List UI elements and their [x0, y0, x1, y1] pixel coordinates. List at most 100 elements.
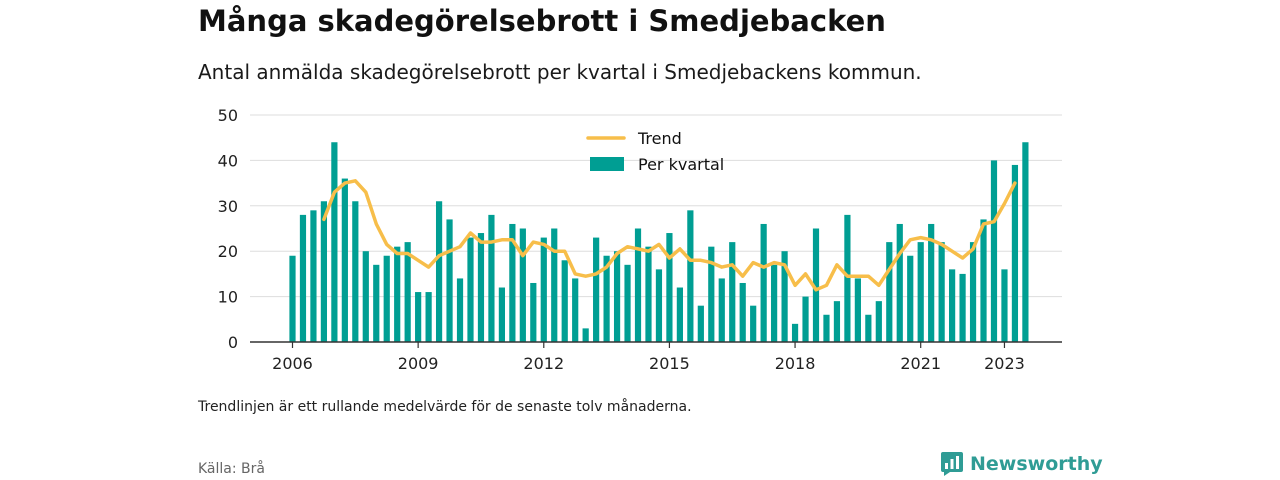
- bar: [729, 242, 736, 342]
- bar: [540, 237, 547, 342]
- bar: [373, 264, 380, 342]
- y-tick-label: 0: [228, 333, 238, 352]
- bar: [509, 223, 516, 342]
- bar: [896, 223, 903, 342]
- y-tick-label: 40: [218, 151, 238, 170]
- legend-bar-label: Per kvartal: [638, 155, 724, 174]
- bar: [488, 214, 495, 342]
- bar: [990, 160, 998, 342]
- bar: [624, 264, 631, 342]
- bar: [676, 287, 683, 342]
- bar: [959, 273, 966, 342]
- bar: [530, 282, 537, 342]
- x-tick-label: 2012: [523, 354, 564, 373]
- bar: [551, 228, 558, 342]
- bar: [949, 269, 956, 342]
- bar: [341, 178, 348, 342]
- bar: [425, 292, 432, 342]
- axes: 0 10 20 30 40 50 2006 2009 2012 2015 2018 2021 2023: [218, 106, 1062, 373]
- bar: [760, 223, 767, 342]
- bar: [310, 210, 317, 342]
- source-label: Källa: Brå: [198, 461, 265, 477]
- bar: [802, 296, 809, 342]
- bar: [456, 278, 464, 342]
- y-tick-label: 10: [218, 288, 238, 307]
- brand-name: Newsworthy: [970, 453, 1103, 475]
- bar: [718, 278, 725, 342]
- bar: [362, 251, 369, 342]
- bar: [613, 251, 621, 342]
- legend: Trend Per kvartal: [586, 129, 724, 174]
- x-tick-label: 2009: [398, 354, 439, 373]
- x-tick-label: 2006: [272, 354, 313, 373]
- y-tick-label: 50: [218, 106, 238, 125]
- trend-line: [322, 179, 1017, 292]
- footnote: Trendlinjen är ett rullande medelvärde f…: [198, 399, 692, 415]
- bar: [1001, 269, 1008, 342]
- bar: [708, 246, 715, 342]
- bar: [582, 328, 589, 342]
- bar: [907, 255, 914, 342]
- bar: [739, 282, 746, 342]
- bar: [572, 278, 579, 342]
- chart-subtitle: Antal anmälda skadegörelsebrott per kvar…: [198, 60, 922, 84]
- bar: [781, 251, 788, 342]
- x-tick-label: 2018: [775, 354, 816, 373]
- bar: [938, 242, 945, 342]
- bar: [331, 142, 338, 342]
- bar: [394, 246, 401, 342]
- bar: [666, 233, 673, 342]
- bar: [697, 305, 704, 342]
- bar: [750, 305, 757, 342]
- bar: [435, 201, 443, 342]
- bar: [687, 210, 694, 342]
- bar: [823, 314, 830, 342]
- bar: [320, 201, 328, 342]
- y-tick-label: 20: [218, 242, 238, 261]
- legend-trend-label: Trend: [637, 129, 682, 148]
- bar: [969, 242, 977, 342]
- bar: [498, 287, 505, 342]
- bar: [865, 314, 872, 342]
- bar: [415, 292, 422, 342]
- bar: [561, 260, 568, 342]
- bar: [593, 237, 600, 342]
- bar: [886, 242, 893, 342]
- chart-title: Många skadegörelsebrott i Smedjebacken: [198, 4, 886, 38]
- bar: [833, 301, 841, 342]
- bar: [655, 269, 663, 342]
- bar: [467, 237, 474, 342]
- bar: [791, 323, 799, 342]
- y-tick-label: 30: [218, 197, 238, 216]
- x-tick-label: 2021: [900, 354, 941, 373]
- legend-bar-swatch: [590, 157, 624, 171]
- bar: [875, 301, 882, 342]
- bar: [603, 255, 610, 342]
- bar: [634, 228, 642, 342]
- bar: [812, 228, 820, 342]
- bar: [844, 214, 851, 342]
- newsworthy-logo-icon: [941, 452, 963, 476]
- bar-series: [289, 142, 1029, 342]
- bar: [917, 242, 924, 342]
- bar: [980, 219, 987, 342]
- bar: [477, 233, 485, 342]
- bar: [854, 278, 861, 342]
- bar: [519, 228, 526, 342]
- bar: [645, 246, 652, 342]
- brand-logo: Newsworthy: [940, 451, 1103, 477]
- bar: [352, 201, 359, 342]
- bar: [289, 255, 296, 342]
- trend-series: [322, 179, 1017, 292]
- bar: [771, 264, 778, 342]
- x-tick-label: 2015: [649, 354, 690, 373]
- bar: [1022, 142, 1029, 342]
- bar: [383, 255, 390, 342]
- bar: [1011, 164, 1019, 342]
- bar: [299, 214, 307, 342]
- x-tick-label: 2023: [984, 354, 1025, 373]
- bar: [446, 219, 453, 342]
- bar: [928, 223, 935, 342]
- bar: [404, 242, 411, 342]
